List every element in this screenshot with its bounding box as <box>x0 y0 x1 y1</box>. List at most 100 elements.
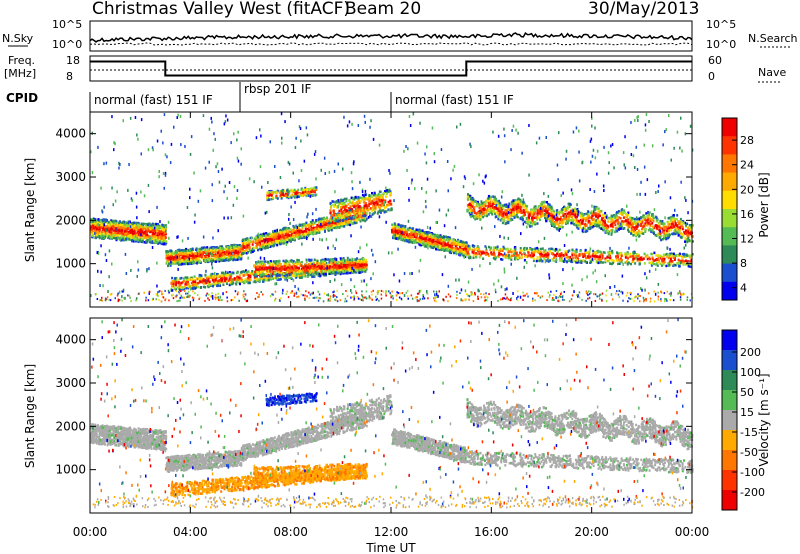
power-cell-2213 <box>273 236 276 239</box>
power-cell-3314 <box>199 280 202 283</box>
power-cell-199 <box>119 239 122 242</box>
power-cell-2629 <box>266 275 269 279</box>
power-cell-2186 <box>317 226 320 229</box>
power-cell-2408 <box>266 244 269 248</box>
power-cell-653 <box>115 234 118 237</box>
power-cell-4529 <box>345 209 348 212</box>
power-cell-2743 <box>172 282 175 285</box>
power-cell-2107 <box>307 223 310 227</box>
power-cell-3978 <box>259 270 262 274</box>
power-cell-2393 <box>248 246 251 249</box>
power-cell-3240 <box>212 284 214 288</box>
power-cell-1336 <box>226 251 229 254</box>
power-cell-1554 <box>216 258 219 261</box>
power-cell-804 <box>110 230 113 233</box>
power-cell-4399 <box>333 205 336 208</box>
power-cell-3959 <box>321 260 324 263</box>
power-cell-1517 <box>173 256 176 259</box>
power-cell-1925 <box>277 242 280 245</box>
power-cell-3981 <box>335 271 337 274</box>
power-cell-3715 <box>365 260 368 264</box>
power-cell-752 <box>91 224 94 227</box>
power-cell-2013 <box>256 238 259 241</box>
power-cell-3090 <box>365 268 368 271</box>
power-cell-682 <box>114 233 117 236</box>
power-cell-4913 <box>406 228 409 231</box>
power-cell-3728 <box>332 265 335 269</box>
power-cell-2202 <box>283 240 286 243</box>
power-cell-2118 <box>246 241 249 245</box>
power-cell-3630 <box>318 262 321 266</box>
power-cell-16 <box>135 240 137 243</box>
power-cell-2346 <box>245 252 248 255</box>
power-cell-3859 <box>294 265 297 268</box>
power-cell-4467 <box>378 190 381 193</box>
power-cell-1330 <box>206 260 209 264</box>
power-cell-625 <box>90 230 93 234</box>
power-cell-698 <box>119 237 122 240</box>
power-cell-2394 <box>247 251 249 254</box>
power-cell-3078 <box>210 276 213 279</box>
power-cell-892 <box>130 239 133 242</box>
power-cell-3169 <box>283 276 286 279</box>
power-cell-2902 <box>176 278 179 282</box>
power-cell-3784 <box>313 258 316 261</box>
power-cell-4410 <box>330 204 333 208</box>
power-cell-2459 <box>242 238 244 241</box>
power-cell-2755 <box>214 277 217 280</box>
power-cell-2880 <box>224 276 227 279</box>
power-cell-2164 <box>364 217 367 220</box>
power-cell-1589 <box>181 255 184 259</box>
power-cell-778 <box>148 239 151 242</box>
power-cell-437 <box>138 235 141 238</box>
power-cell-1059 <box>214 253 217 256</box>
power-cell-791 <box>97 218 100 221</box>
power-cell-1514 <box>180 252 183 255</box>
power-cell-771 <box>146 228 149 231</box>
power-cell-2849 <box>222 283 225 286</box>
power-cell-1364 <box>173 260 176 264</box>
power-cell-1002 <box>219 245 222 248</box>
power-cell-2750 <box>296 274 299 278</box>
power-cell-862 <box>93 221 96 225</box>
power-cell-3868 <box>316 261 319 265</box>
power-cell-1899 <box>326 224 329 227</box>
power-cell-2440 <box>341 221 344 224</box>
power-cell-1360 <box>196 249 199 252</box>
power-cell-1019 <box>186 248 189 252</box>
power-cell-2967 <box>184 276 187 279</box>
power-cell-3386 <box>215 281 218 284</box>
power-cell-2458 <box>363 211 366 214</box>
power-cell-3275 <box>225 274 228 278</box>
power-cell-2191 <box>343 225 346 228</box>
power-cell-2490 <box>304 225 307 228</box>
noise-ytick-bottom: 10^0 <box>52 38 82 51</box>
power-cell-2448 <box>330 228 333 232</box>
power-cell-2349 <box>269 237 272 241</box>
power-cell-4331 <box>343 210 346 214</box>
power-cell-3337 <box>303 265 306 268</box>
power-cell-3966 <box>362 265 365 269</box>
power-cell-688 <box>132 229 135 232</box>
power-cell-3035 <box>228 273 231 276</box>
power-cell-824 <box>120 224 123 227</box>
power-cell-1309 <box>211 246 214 249</box>
power-cell-3619 <box>265 269 268 273</box>
power-cell-3998 <box>278 274 281 277</box>
power-cell-4523 <box>380 209 383 212</box>
power-cell-2289 <box>292 234 295 237</box>
power-cell-3298 <box>229 275 232 279</box>
power-cell-4386 <box>368 194 371 198</box>
power-cell-3359 <box>219 275 222 278</box>
power-cell-2451 <box>244 238 247 241</box>
power-cell-2402 <box>324 218 327 221</box>
power-cell-3915 <box>342 270 345 273</box>
power-cell-1780 <box>267 239 270 243</box>
power-cell-3077 <box>294 274 297 277</box>
power-cell-744 <box>130 236 133 239</box>
power-cell-1562 <box>166 252 169 256</box>
power-cell-3231 <box>246 280 249 283</box>
power-cell-2415 <box>259 237 262 240</box>
power-cell-1577 <box>227 246 230 250</box>
power-cell-1297 <box>181 262 184 266</box>
